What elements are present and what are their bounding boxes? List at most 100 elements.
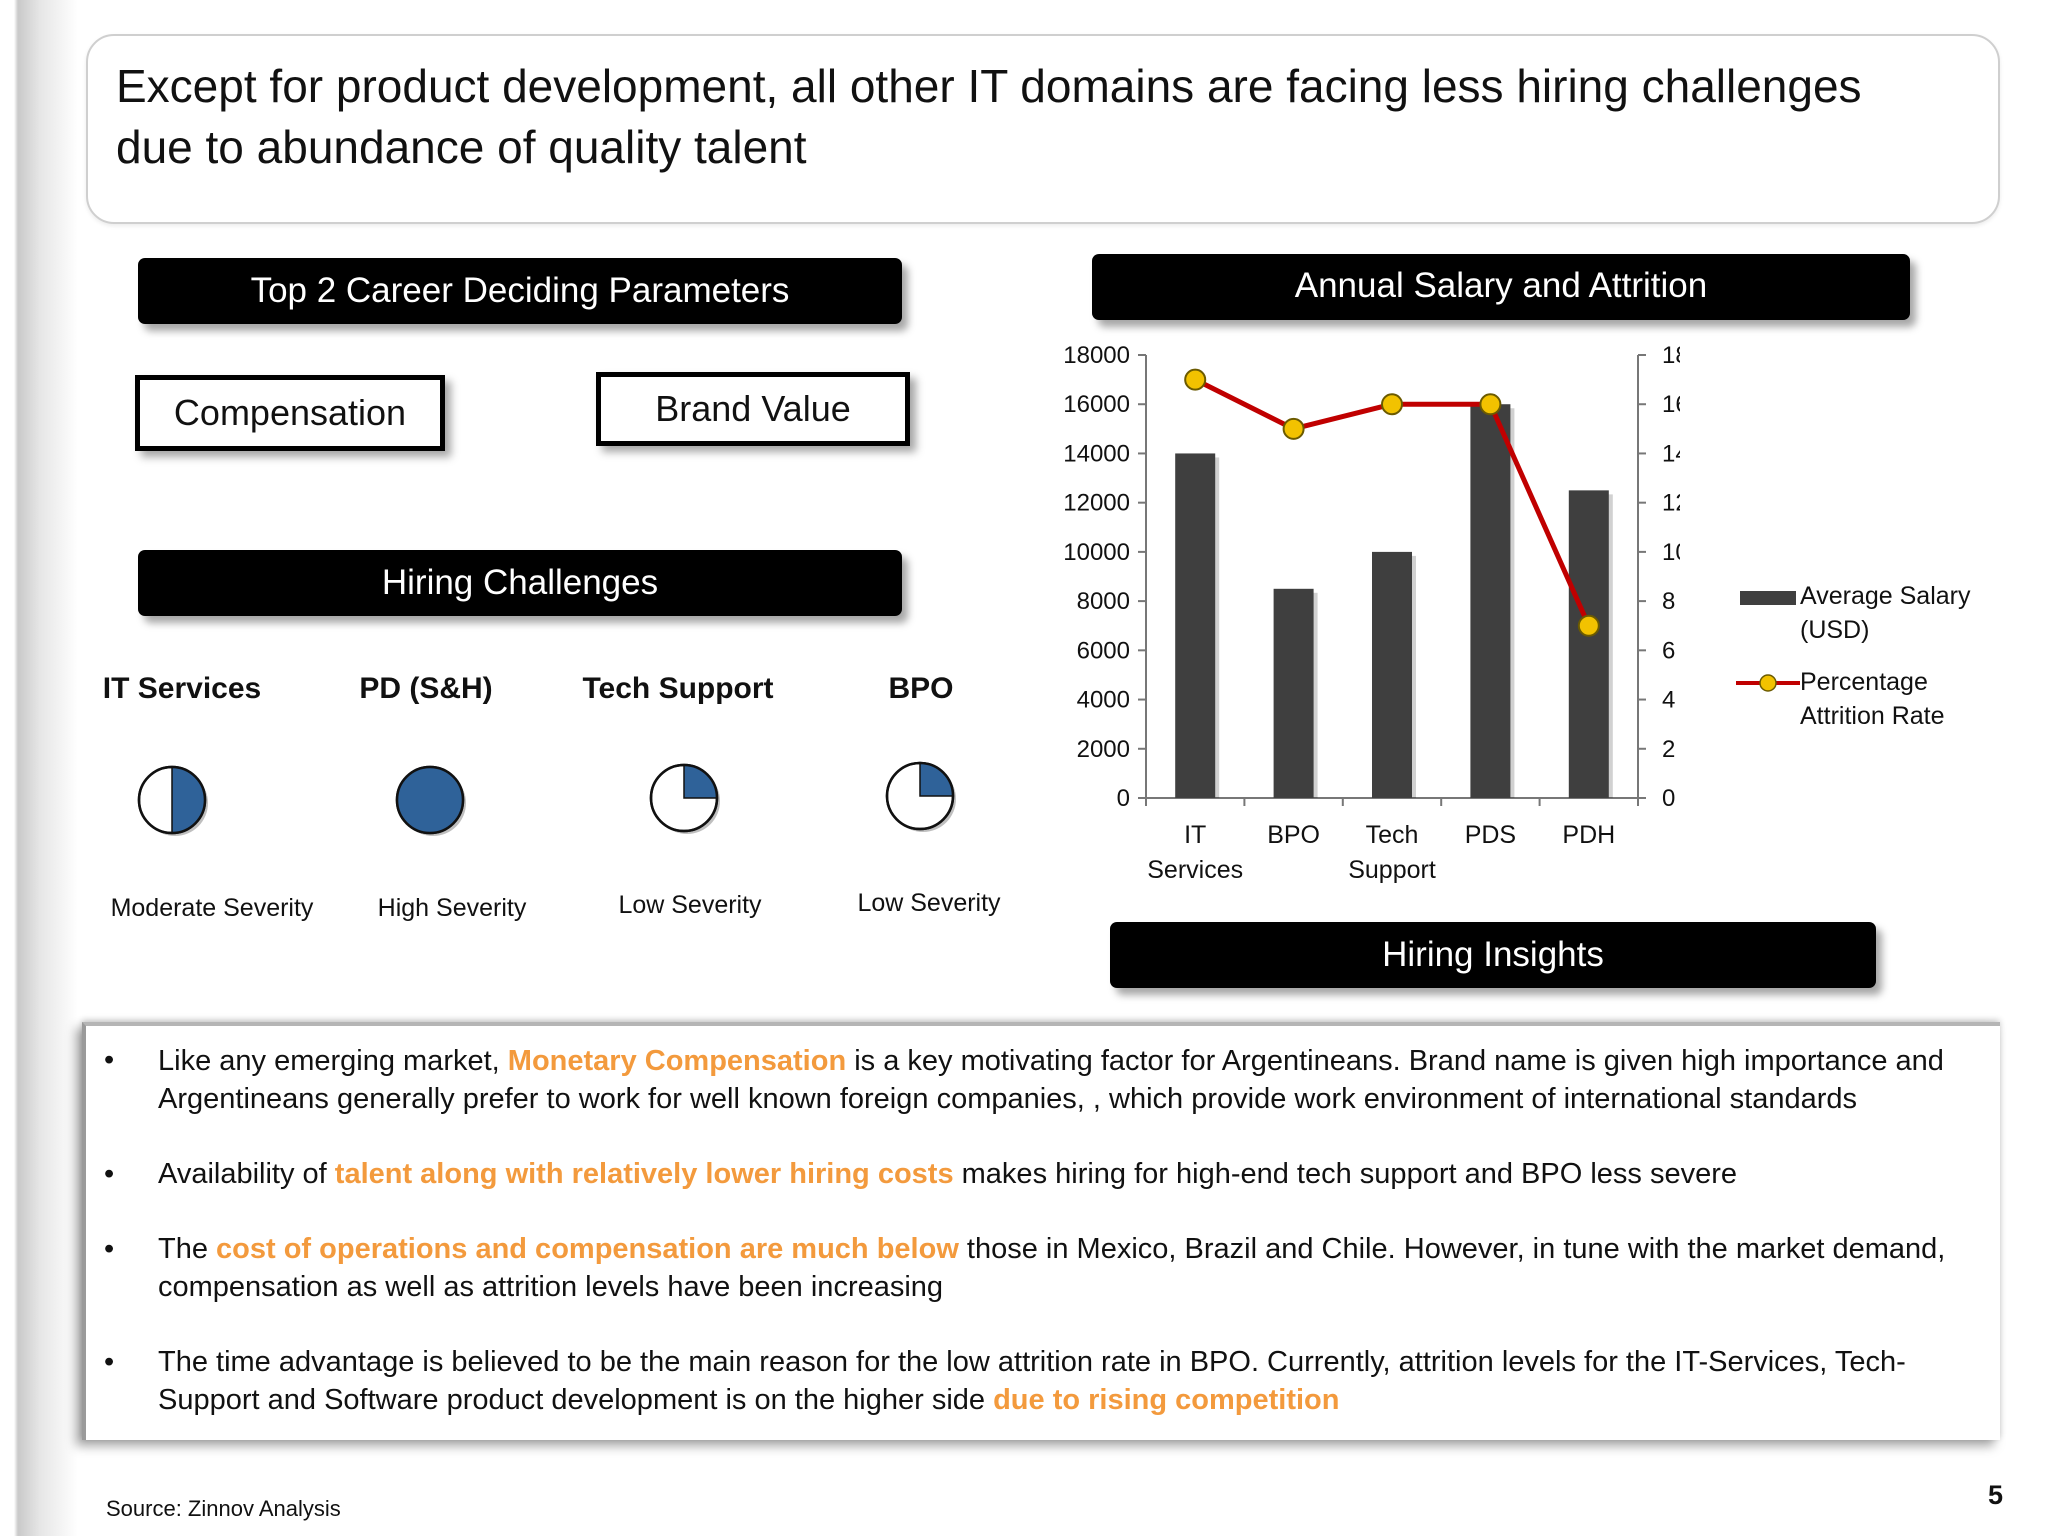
right-tick-label: 14 — [1662, 440, 1680, 467]
left-tick-label: 0 — [1117, 785, 1130, 812]
pie-outline — [885, 761, 955, 831]
hc-label-bpo: BPO — [888, 672, 954, 705]
right-tick-label: 16 — [1662, 391, 1680, 418]
legend-salary-swatch — [1740, 591, 1796, 605]
right-tick-label: 6 — [1662, 637, 1675, 664]
legend-attrition-marker — [1736, 674, 1800, 692]
insight-3-line1: The cost of operations and compensation … — [158, 1230, 1948, 1268]
salary-attrition-header: Annual Salary and Attrition — [1092, 254, 1910, 320]
insight-1-post: is a key motivating factor for Argentine… — [846, 1045, 1944, 1077]
insight-4-line1: The time advantage is believed to be the… — [158, 1346, 1906, 1378]
legend-salary-line2: (USD) — [1800, 616, 1870, 644]
insight-3: The cost of operations and compensation … — [158, 1230, 1948, 1306]
slide-title-line2: due to abundance of quality talent — [116, 121, 807, 173]
left-decoration-strip — [0, 0, 78, 1536]
left-tick-label: 6000 — [1077, 637, 1130, 664]
hc-label-it-services: IT Services — [102, 672, 262, 705]
bullet-2: • — [104, 1158, 115, 1190]
salary-bar — [1175, 453, 1216, 798]
insight-3-line2: compensation as well as attrition levels… — [158, 1271, 944, 1303]
left-tick-label: 4000 — [1077, 687, 1130, 714]
left-tick-label: 10000 — [1063, 539, 1130, 566]
slide-title-line1: Except for product development, all othe… — [116, 60, 1862, 112]
attrition-point — [1282, 417, 1305, 440]
title-box — [86, 34, 2000, 224]
insight-1-line2: Argentineans generally prefer to work fo… — [158, 1083, 1857, 1115]
pie-outline — [649, 763, 719, 833]
x-category-label: Tech — [1366, 821, 1419, 849]
career-parameters-header: Top 2 Career Deciding Parameters — [138, 258, 902, 324]
salary-bar — [1273, 588, 1314, 798]
salary-attrition-chart: 0200040006000800010000120001400016000180… — [1063, 342, 1680, 884]
left-tick-label: 14000 — [1063, 440, 1130, 467]
severity-pie-pd — [395, 765, 466, 836]
insight-1-line1: Like any emerging market, Monetary Compe… — [158, 1042, 1948, 1080]
insight-3-highlight: cost of operations and compensation are … — [216, 1233, 959, 1265]
hc-label-tech-support: Tech Support — [582, 672, 774, 705]
legend-attrition-label: Percentage Attrition Rate — [1800, 665, 1945, 733]
hc-label-pd: PD (S&H) — [359, 672, 493, 705]
insight-2-post: makes hiring for high-end tech support a… — [953, 1158, 1738, 1190]
insight-1: Like any emerging market, Monetary Compe… — [158, 1042, 1948, 1118]
salary-bar — [1470, 404, 1511, 798]
legend-salary-line1: Average Salary — [1800, 582, 1971, 610]
x-category-label: Support — [1348, 856, 1436, 884]
x-category-label: BPO — [1267, 821, 1320, 849]
right-tick-label: 8 — [1662, 588, 1675, 615]
insight-2-pre: Availability of — [158, 1158, 335, 1190]
severity-label-tech-support: Low Severity — [618, 891, 762, 919]
hiring-insights-header: Hiring Insights — [1110, 922, 1876, 988]
bullet-4: • — [104, 1346, 115, 1378]
bullet-1: • — [104, 1044, 115, 1076]
insight-1-highlight: Monetary Compensation — [507, 1045, 847, 1077]
right-tick-label: 0 — [1662, 785, 1675, 812]
pie-outline — [137, 765, 207, 835]
right-tick-label: 10 — [1662, 539, 1680, 566]
insight-4-line2: Support and Software product development… — [158, 1381, 1948, 1419]
insights-panel — [82, 1022, 2000, 1440]
bullet-3: • — [104, 1233, 115, 1265]
x-category-label: PDS — [1465, 821, 1516, 849]
right-tick-label: 18 — [1662, 342, 1680, 369]
insight-4: The time advantage is believed to be the… — [158, 1343, 1948, 1419]
attrition-point — [1577, 614, 1600, 637]
severity-pie-bpo — [885, 761, 956, 832]
right-tick-label: 12 — [1662, 490, 1680, 517]
legend-attrition-line1: Percentage — [1800, 668, 1928, 696]
left-tick-label: 2000 — [1077, 736, 1130, 763]
slide-title: Except for product development, all othe… — [116, 56, 1976, 178]
hiring-challenges-header: Hiring Challenges — [138, 550, 902, 616]
severity-label-it-services: Moderate Severity — [110, 894, 314, 922]
left-tick-label: 16000 — [1063, 391, 1130, 418]
x-category-label: PDH — [1562, 821, 1615, 849]
pie-filled-slice — [395, 765, 465, 835]
severity-label-pd: High Severity — [377, 894, 527, 922]
attrition-point — [1479, 393, 1502, 416]
compensation-box: Compensation — [135, 375, 445, 451]
page-number: 5 — [1988, 1480, 2004, 1510]
insight-2: Availability of talent along with relati… — [158, 1155, 1948, 1193]
legend-attrition-line2: Attrition Rate — [1800, 702, 1945, 730]
x-category-label: Services — [1147, 856, 1243, 884]
insight-4-pre: Support and Software product development… — [158, 1384, 994, 1416]
left-tick-label: 12000 — [1063, 490, 1130, 517]
severity-pie-it-services — [137, 765, 208, 836]
salary-bar — [1372, 551, 1412, 798]
insight-1-pre: Like any emerging market, — [158, 1045, 508, 1077]
severity-pie-tech-support — [649, 763, 720, 834]
attrition-point — [1381, 393, 1403, 416]
left-tick-label: 8000 — [1077, 588, 1130, 615]
salary-bar — [1568, 490, 1609, 798]
source-note: Source: Zinnov Analysis — [106, 1496, 341, 1521]
x-category-label: IT — [1184, 821, 1206, 849]
insight-3-pre: The — [158, 1233, 217, 1265]
brand-value-box: Brand Value — [596, 372, 910, 446]
right-tick-label: 4 — [1662, 687, 1675, 714]
attrition-point — [1184, 368, 1207, 391]
insight-3-post: those in Mexico, Brazil and Chile. Howev… — [958, 1233, 1946, 1265]
insight-2-highlight: talent along with relatively lower hirin… — [334, 1158, 954, 1190]
insight-4-highlight: due to rising competition — [993, 1384, 1340, 1416]
severity-label-bpo: Low Severity — [857, 889, 1001, 917]
right-tick-label: 2 — [1662, 736, 1675, 763]
left-tick-label: 18000 — [1063, 342, 1130, 369]
